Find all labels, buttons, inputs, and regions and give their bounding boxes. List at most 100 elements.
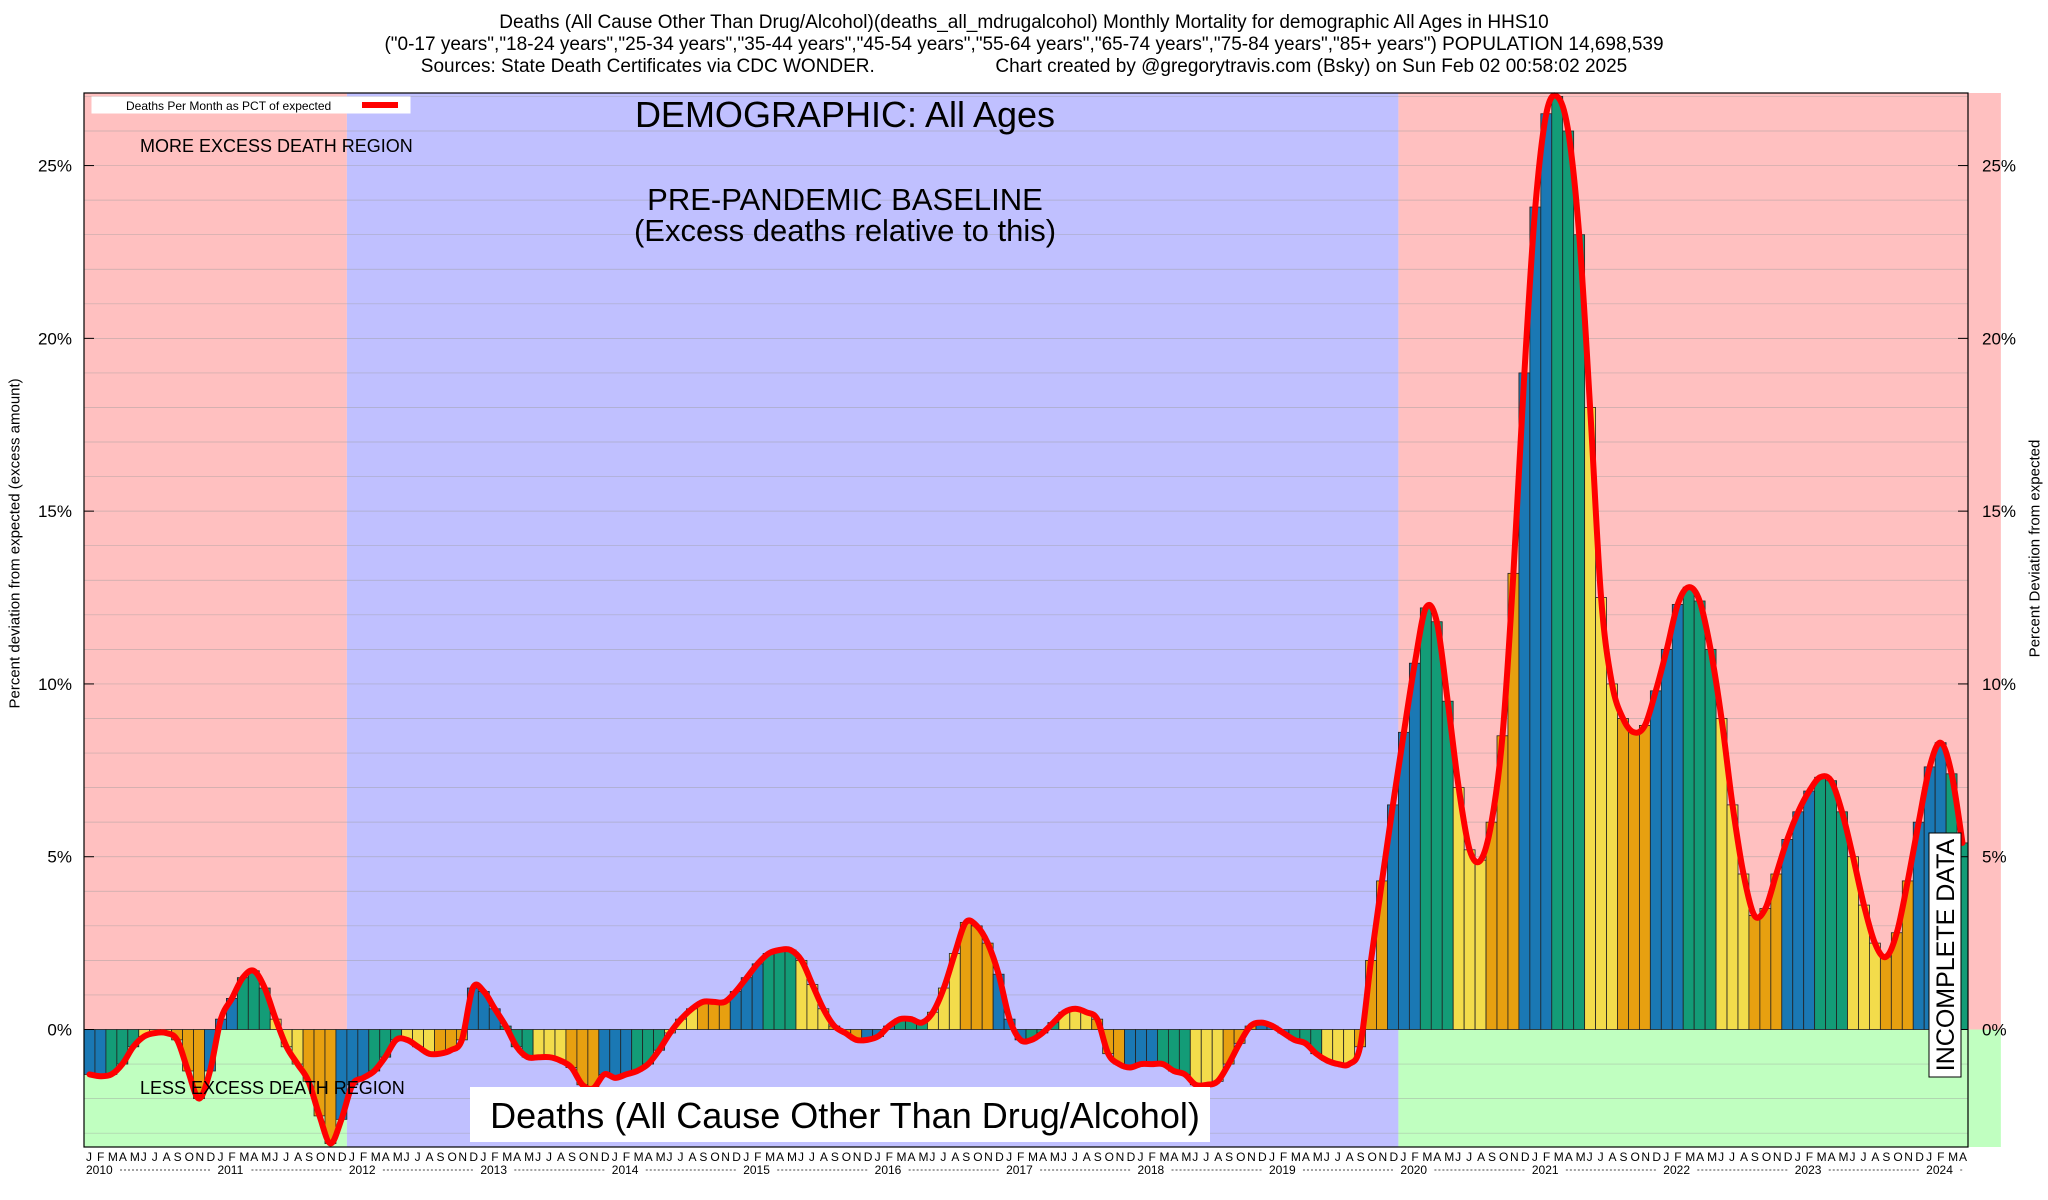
bar (1463, 849, 1476, 1030)
x-month-label: N (327, 1150, 336, 1164)
x-month-label: J (1718, 1150, 1724, 1164)
x-month-label: A (1959, 1150, 1967, 1164)
x-month-label: D (1389, 1150, 1398, 1164)
x-month-label: M (524, 1150, 534, 1164)
x-month-label: N (721, 1150, 730, 1164)
x-month-label: S (1619, 1150, 1627, 1164)
x-month-label: A (119, 1150, 127, 1164)
chart-credit: Chart created by @gregorytravis.com (Bsk… (995, 56, 1628, 77)
x-year-label: 2014 (612, 1163, 639, 1177)
bar (1617, 718, 1629, 1030)
bar (762, 953, 775, 1030)
y-tick-label-right: 0% (1982, 1021, 2007, 1040)
x-month-label: J (875, 1150, 881, 1164)
x-month-label: O (1368, 1150, 1377, 1164)
x-month-label: A (776, 1150, 784, 1164)
x-month-label: J (929, 1150, 935, 1164)
x-month-label: A (1828, 1150, 1836, 1164)
x-month-label: M (656, 1150, 666, 1164)
x-year-label: 2019 (1269, 1163, 1296, 1177)
bar (1759, 908, 1772, 1030)
x-month-label: O (316, 1150, 325, 1164)
x-year-label: 2010 (86, 1163, 113, 1177)
x-month-label: N (1510, 1150, 1519, 1164)
x-month-label: M (1817, 1150, 1827, 1164)
chart-header: Deaths (All Cause Other Than Drug/Alcoho… (0, 12, 2048, 78)
x-month-label: M (1839, 1150, 1849, 1164)
x-month-label: M (1444, 1150, 1454, 1164)
x-month-label: J (612, 1150, 618, 1164)
x-month-label: M (1291, 1150, 1301, 1164)
x-month-label: N (1904, 1150, 1913, 1164)
x-month-label: M (1554, 1150, 1564, 1164)
x-month-label: A (557, 1150, 565, 1164)
bar (1540, 113, 1553, 1030)
x-month-label: J (1532, 1150, 1538, 1164)
x-month-label: J (1455, 1150, 1461, 1164)
bar (1660, 648, 1673, 1030)
x-month-label: J (349, 1150, 355, 1164)
x-month-label: F (1148, 1150, 1155, 1164)
x-month-label: F (360, 1150, 367, 1164)
x-month-label: D (1652, 1150, 1661, 1164)
x-month-label: D (601, 1150, 610, 1164)
x-month-label: N (1247, 1150, 1256, 1164)
x-month-label: A (1696, 1150, 1704, 1164)
x-month-label: F (491, 1150, 498, 1164)
x-month-label: J (152, 1150, 158, 1164)
x-month-label: S (1225, 1150, 1233, 1164)
x-month-label: M (918, 1150, 928, 1164)
x-month-label: J (86, 1150, 92, 1164)
x-month-label: M (787, 1150, 797, 1164)
x-month-label: N (1773, 1150, 1782, 1164)
less-excess-region-label: LESS EXCESS DEATH REGION (140, 1078, 405, 1098)
x-month-label: J (404, 1150, 410, 1164)
bar (1135, 1029, 1147, 1065)
bar (1879, 956, 1892, 1030)
bar (1682, 586, 1695, 1030)
x-month-label: F (1411, 1150, 1418, 1164)
x-month-label: A (1083, 1150, 1091, 1164)
demographic-annotation: DEMOGRAPHIC: All Ages (635, 94, 1055, 135)
x-year-label: 2015 (743, 1163, 770, 1177)
chart-subtitle: ("0-17 years","18-24 years","25-34 years… (384, 34, 1664, 55)
x-month-label: M (1707, 1150, 1717, 1164)
x-month-label: A (1346, 1150, 1354, 1164)
bar (1573, 234, 1586, 1030)
bar (346, 1029, 359, 1086)
x-month-label: J (1598, 1150, 1604, 1164)
y-tick-label-right: 20% (1982, 329, 2016, 348)
x-month-label: J (1400, 1150, 1406, 1164)
x-month-label: J (217, 1150, 223, 1164)
x-month-label: M (108, 1150, 118, 1164)
x-month-label: J (1926, 1150, 1932, 1164)
x-month-label: O (185, 1150, 194, 1164)
x-month-label: M (897, 1150, 907, 1164)
bar (1157, 1029, 1169, 1065)
x-month-label: A (163, 1150, 171, 1164)
x-month-label: A (820, 1150, 828, 1164)
x-month-label: M (1422, 1150, 1432, 1164)
x-month-label: O (1105, 1150, 1114, 1164)
chart-sources-line: Sources: State Death Certificates via CD… (0, 56, 2048, 78)
x-month-label: A (426, 1150, 434, 1164)
bar (1803, 790, 1816, 1030)
x-month-label: M (371, 1150, 381, 1164)
bar (1649, 690, 1662, 1030)
x-month-label: M (130, 1150, 140, 1164)
bar (1124, 1029, 1136, 1068)
x-month-label: M (1050, 1150, 1060, 1164)
x-month-label: J (1203, 1150, 1209, 1164)
y-tick-label-right: 5% (1982, 848, 2007, 867)
x-month-label: O (1630, 1150, 1639, 1164)
x-month-label: O (1762, 1150, 1771, 1164)
y-tick-label-left: 0% (47, 1021, 72, 1040)
bar (620, 1029, 633, 1075)
x-month-label: S (1882, 1150, 1890, 1164)
chart-title: Deaths (All Cause Other Than Drug/Alcoho… (499, 12, 1549, 33)
bar (1485, 821, 1498, 1030)
x-month-label: F (1674, 1150, 1681, 1164)
y-tick-label-left: 20% (38, 329, 72, 348)
x-month-label: N (458, 1150, 467, 1164)
